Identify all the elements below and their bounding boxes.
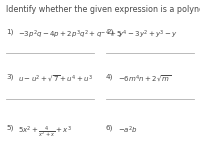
Text: Identify whether the given expression is a polynomial.: Identify whether the given expression is…: [6, 5, 200, 14]
Text: $-3p^2q - 4p + 2p^3q^2 + q^{-4} + 5$: $-3p^2q - 4p + 2p^3q^2 + q^{-4} + 5$: [18, 29, 123, 41]
Text: $5x^2 + \frac{4}{x^2+x} + x^3$: $5x^2 + \frac{4}{x^2+x} + x^3$: [18, 125, 72, 140]
Text: 3): 3): [6, 74, 13, 80]
Text: $y^4 - 3y^2 + y^3 - y$: $y^4 - 3y^2 + y^3 - y$: [118, 29, 178, 41]
Text: $u - u^2 + \sqrt{7} + u^4 + u^3$: $u - u^2 + \sqrt{7} + u^4 + u^3$: [18, 74, 93, 84]
Text: 1): 1): [6, 29, 13, 35]
Text: $-6m^4n + 2\sqrt{m}$: $-6m^4n + 2\sqrt{m}$: [118, 74, 171, 84]
Text: 5): 5): [6, 125, 13, 131]
Text: 2): 2): [106, 29, 113, 35]
Text: 6): 6): [106, 125, 113, 131]
Text: $-a^2b$: $-a^2b$: [118, 125, 138, 136]
Text: 4): 4): [106, 74, 113, 80]
